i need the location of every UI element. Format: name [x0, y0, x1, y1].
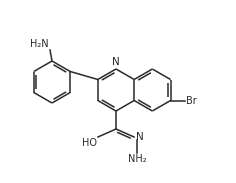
- Text: Br: Br: [185, 96, 196, 106]
- Text: HO: HO: [82, 138, 97, 148]
- Text: H₂N: H₂N: [30, 39, 49, 49]
- Text: N: N: [136, 132, 144, 142]
- Text: N: N: [112, 57, 120, 67]
- Text: NH₂: NH₂: [128, 154, 146, 164]
